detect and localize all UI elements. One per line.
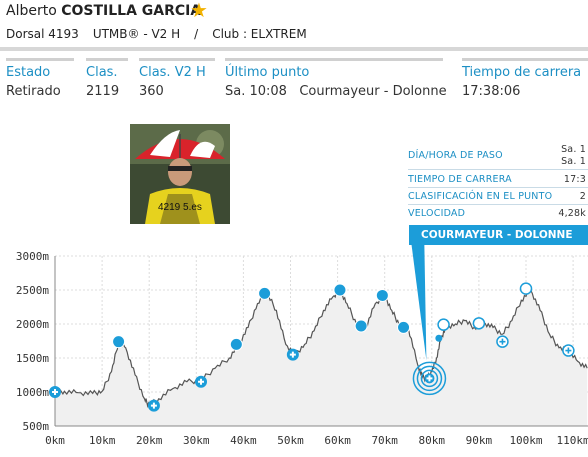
- checkpoint-callout-pointer: [409, 225, 427, 361]
- svg-text:4219 5.es: 4219 5.es: [158, 202, 202, 213]
- info-value: 4,28k: [558, 208, 586, 219]
- stat-label: Clas.: [86, 65, 118, 80]
- info-key: VELOCIDAD: [408, 208, 466, 219]
- stat-divider: [86, 58, 128, 61]
- info-separator: [408, 169, 588, 170]
- chart-markers[interactable]: [49, 282, 575, 412]
- checkpoint-marker-target[interactable]: [412, 361, 447, 396]
- y-tick-label: 1000m: [16, 386, 49, 399]
- stat-label: Estado: [6, 65, 51, 80]
- stat-value: 360: [139, 84, 164, 99]
- elevation-line: [54, 287, 588, 409]
- info-separator: [408, 204, 588, 205]
- stat-divider: [6, 58, 74, 61]
- runner-photo: 4219 5.es: [130, 124, 230, 224]
- checkpoint-marker-dot[interactable]: [258, 286, 272, 300]
- info-key: DÍA/HORA DE PASO: [408, 150, 503, 161]
- stat-value: Sa. 10:08 Courmayeur - Dolonne: [225, 84, 447, 99]
- stat-label: Clas. V2 H: [139, 65, 206, 80]
- stat-value: 17:38:06: [462, 84, 521, 99]
- y-tick-label: 2500m: [16, 284, 49, 297]
- checkpoint-marker-open[interactable]: [472, 317, 486, 330]
- stat-label: Tiempo de carrera: [462, 65, 582, 80]
- club-name: Club : ELXTREM: [212, 27, 307, 41]
- y-tick-label: 500m: [23, 420, 50, 433]
- header-divider: [0, 47, 588, 51]
- info-value: 2: [579, 191, 586, 202]
- x-tick-label: 40km: [230, 434, 257, 447]
- info-key: CLASIFICACIÓN EN EL PUNTO: [408, 191, 553, 202]
- elevation-profile-chart[interactable]: 3000m 2500m 2000m 1500m 1000m 500m 0km 10km 20km…: [0, 225, 588, 453]
- stat-divider: [139, 58, 215, 61]
- stat-value: Retirado: [6, 84, 61, 99]
- checkpoint-marker-plus[interactable]: [49, 386, 61, 398]
- checkpoint-info-panel: DÍA/HORA DE PASO Sa. 1 Sa. 1 TIEMPO DE C…: [396, 140, 588, 222]
- dorsal-number: Dorsal 4193: [6, 27, 79, 41]
- runner-subline: Dorsal 4193 UTMB® - V2 H / Club : ELXTREM: [6, 27, 321, 41]
- y-tick-label: 3000m: [16, 250, 49, 263]
- race-name: UTMB® - V2 H: [92, 27, 181, 41]
- y-tick-label: 1500m: [16, 352, 49, 365]
- checkpoint-marker-plus[interactable]: [195, 375, 208, 388]
- runner-name: Alberto COSTILLA GARCIA: [6, 3, 201, 19]
- checkpoint-marker-open[interactable]: [437, 318, 450, 331]
- x-tick-label: 30km: [183, 434, 210, 447]
- stat-divider: [225, 58, 443, 61]
- stat-divider: [462, 58, 588, 61]
- info-separator: [408, 187, 588, 188]
- elevation-area: [55, 288, 588, 426]
- x-tick-label: 20km: [136, 434, 163, 447]
- checkpoint-marker-plus[interactable]: [147, 399, 160, 412]
- x-tick-label: 90km: [466, 434, 493, 447]
- checkpoint-marker-dot[interactable]: [333, 283, 347, 297]
- favorite-star-icon[interactable]: ★: [190, 0, 208, 22]
- checkpoint-marker-plus_open[interactable]: [562, 344, 575, 357]
- x-tick-label: 60km: [324, 434, 351, 447]
- runner-last-name: COSTILLA GARCIA: [61, 3, 202, 19]
- stat-label: Último punto: [225, 65, 310, 80]
- runner-header: Alberto COSTILLA GARCIA ★ Dorsal 4193 UTM…: [0, 0, 588, 50]
- info-key: TIEMPO DE CARRERA: [408, 174, 512, 185]
- x-tick-label: 100km: [509, 434, 542, 447]
- checkpoint-marker-small[interactable]: [435, 334, 443, 342]
- x-tick-label: 0km: [45, 434, 65, 447]
- checkpoint-marker-plus_open[interactable]: [496, 335, 509, 348]
- stats-row: Estado Retirado Clas. 2119 Clas. V2 H 36…: [0, 58, 588, 104]
- checkpoint-banner: COURMAYEUR - DOLONNE: [409, 225, 588, 245]
- stat-value: 2119: [86, 84, 120, 99]
- checkpoint-marker-dot[interactable]: [354, 319, 368, 333]
- runner-first-name: Alberto: [6, 3, 57, 19]
- x-tick-label: 10km: [89, 434, 116, 447]
- checkpoint-marker-dot[interactable]: [112, 335, 126, 349]
- checkpoint-marker-open[interactable]: [519, 282, 533, 295]
- x-tick-label: 70km: [371, 434, 398, 447]
- checkpoint-marker-dot[interactable]: [397, 320, 411, 334]
- x-tick-label: 80km: [419, 434, 446, 447]
- info-value: 17:3: [563, 174, 586, 185]
- subline-separator: /: [194, 27, 199, 41]
- x-tick-label: 50km: [277, 434, 304, 447]
- x-tick-label: 110km: [557, 434, 588, 447]
- checkpoint-banner-label: COURMAYEUR - DOLONNE: [421, 229, 573, 241]
- y-tick-label: 2000m: [16, 318, 49, 331]
- info-value: Sa. 1 Sa. 1: [561, 144, 586, 167]
- checkpoint-marker-dot[interactable]: [375, 288, 389, 302]
- checkpoint-marker-plus[interactable]: [286, 348, 299, 361]
- checkpoint-marker-dot[interactable]: [229, 337, 243, 351]
